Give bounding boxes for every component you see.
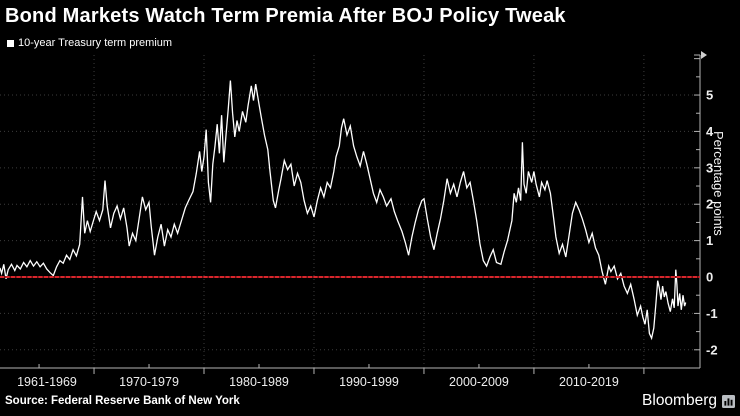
legend: 10-year Treasury term premium: [7, 37, 172, 49]
x-tick-label: 1961-1969: [17, 375, 77, 389]
brand-name: Bloomberg: [642, 392, 717, 409]
x-tick-label: 1970-1979: [119, 375, 179, 389]
x-tick-label: 1980-1989: [229, 375, 289, 389]
y-tick-label: 3: [706, 160, 713, 175]
y-axis-title: Percentage points: [711, 131, 726, 236]
bloomberg-bars-icon: [722, 394, 735, 408]
y-tick-label: 0: [706, 270, 713, 285]
y-tick-label: 2: [706, 197, 713, 212]
axis-top-arrow-icon: [701, 51, 707, 59]
y-tick-label: -2: [706, 342, 718, 357]
legend-label: 10-year Treasury term premium: [18, 37, 173, 49]
source-note: Source: Federal Reserve Bank of New York: [5, 395, 240, 407]
legend-swatch-icon: [7, 39, 14, 47]
y-tick-label: 4: [706, 124, 714, 139]
x-tick-label: 2000-2009: [449, 375, 509, 389]
chart-title: Bond Markets Watch Term Premia After BOJ…: [5, 5, 566, 27]
y-tick-label: 5: [706, 88, 713, 103]
term-premium-line: [0, 80, 687, 341]
brand-logo: Bloomberg: [642, 392, 735, 410]
x-tick-label: 1990-1999: [339, 375, 399, 389]
y-tick-label: 1: [706, 233, 713, 248]
x-tick-label: 2010-2019: [559, 375, 619, 389]
y-tick-label: -1: [706, 306, 718, 321]
